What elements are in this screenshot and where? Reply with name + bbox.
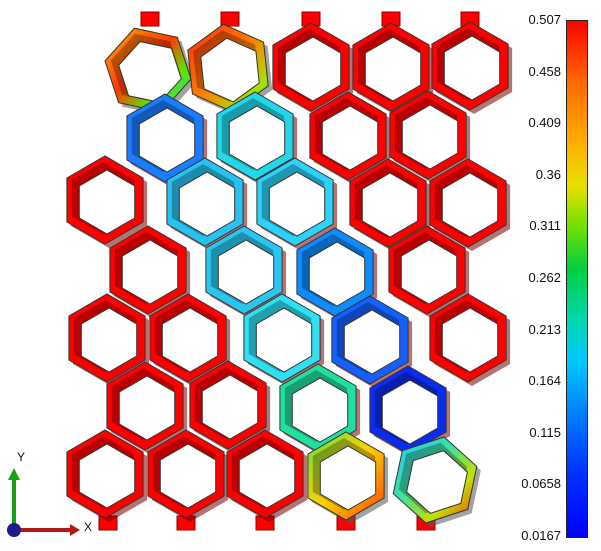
honeycomb-cell <box>349 158 431 251</box>
honeycomb-cell <box>307 431 389 524</box>
honeycomb-cell <box>389 90 471 183</box>
legend-tick-label: 0.164 <box>528 373 561 389</box>
honeycomb-cell <box>205 225 287 318</box>
honeycomb-cell <box>166 157 248 250</box>
legend-tick-label: 0.409 <box>528 115 561 131</box>
legend-tick-label: 0.0167 <box>521 528 561 543</box>
honeycomb-cell <box>429 293 511 386</box>
honeycomb-cell <box>388 225 470 318</box>
honeycomb-cell <box>369 365 451 458</box>
top-support-tab <box>220 11 240 27</box>
honeycomb-cell <box>331 295 413 388</box>
honeycomb-cell <box>272 22 354 115</box>
legend-tick-label: 0.213 <box>528 321 561 337</box>
x-axis-label: X <box>84 520 93 534</box>
honeycomb-cell <box>392 436 481 527</box>
y-axis-arrow <box>8 468 20 480</box>
honeycomb-cell <box>106 361 188 454</box>
legend-tick-label: 0.458 <box>528 63 561 79</box>
honeycomb-cell <box>352 22 434 115</box>
honeycomb-cell <box>109 225 191 318</box>
axis-triad <box>7 468 80 537</box>
honeycomb-cell <box>149 293 231 386</box>
honeycomb-cell <box>429 158 511 251</box>
legend-tick-label: 0.262 <box>528 270 561 285</box>
honeycomb-cell <box>279 363 361 456</box>
honeycomb-cell <box>256 157 338 250</box>
honeycomb-cell <box>68 293 150 386</box>
honeycomb-cell <box>216 91 298 184</box>
legend-tick-label: 0.0658 <box>521 476 561 492</box>
honeycomb-cell <box>66 429 148 522</box>
honeycomb-cell <box>296 227 378 320</box>
color-legend-bar <box>566 20 588 538</box>
honeycomb-cell <box>126 93 208 186</box>
honeycomb-cell <box>189 360 271 453</box>
honeycomb-cell <box>243 293 325 386</box>
y-axis-label: Y <box>17 450 26 464</box>
honeycomb-cell <box>66 155 148 248</box>
legend-tick-label: 0.507 <box>528 12 561 27</box>
honeycomb-cells <box>66 21 513 527</box>
honeycomb-cell <box>431 21 513 114</box>
legend-tick-label: 0.311 <box>529 218 561 234</box>
origin-marker <box>7 523 21 537</box>
honeycomb-cell <box>226 429 308 522</box>
x-axis-arrow <box>70 524 80 536</box>
legend-tick-label: 0.115 <box>529 424 561 440</box>
top-support-tab <box>140 11 160 27</box>
honeycomb-cell <box>309 91 391 184</box>
honeycomb-cell <box>147 429 229 522</box>
legend-tick-label: 0.36 <box>535 166 561 182</box>
